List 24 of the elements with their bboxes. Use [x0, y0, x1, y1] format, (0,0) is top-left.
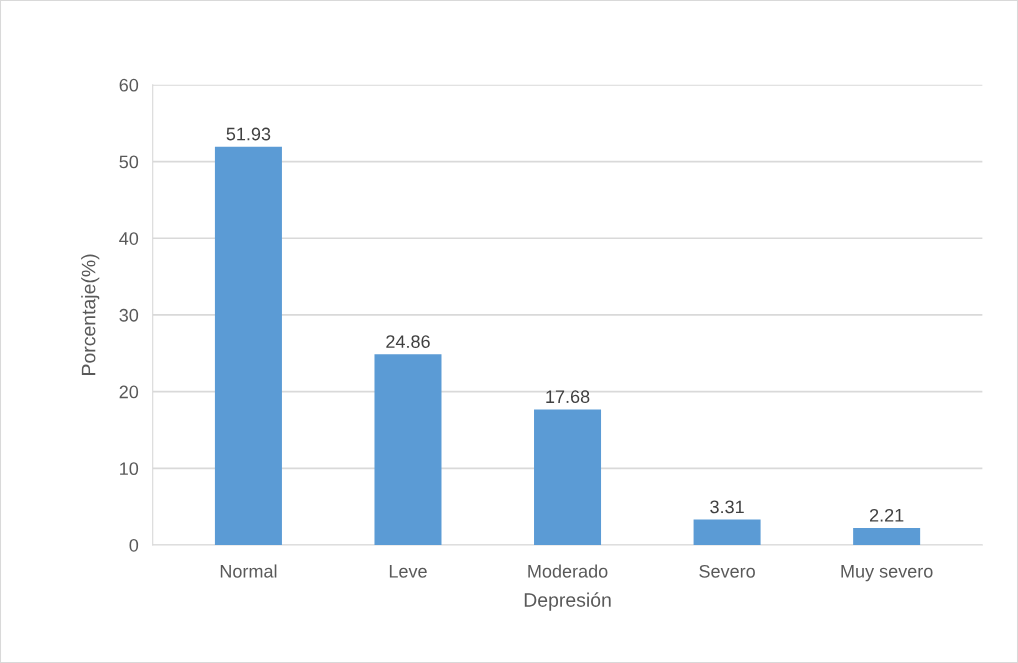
bar [214, 146, 282, 545]
data-label: 24.86 [386, 335, 430, 348]
bar [693, 519, 761, 545]
data-label: 2.21 [869, 508, 904, 522]
x-tick-label: Normal [220, 564, 277, 578]
data-label: 51.93 [226, 127, 271, 141]
bar [853, 528, 921, 545]
x-tick-label: Leve [389, 565, 427, 578]
y-tick-label: 60 [119, 78, 139, 92]
x-tick-label: Moderado [528, 564, 608, 578]
bar [534, 409, 602, 545]
data-label: 3.31 [710, 500, 744, 514]
y-tick-label: 30 [119, 308, 139, 322]
bar [374, 354, 442, 545]
y-axis-title: Porcentaje(%) [81, 254, 100, 375]
x-tick-label: Muy severo [841, 565, 933, 582]
y-tick-label: 50 [119, 155, 139, 169]
y-tick-label: 10 [120, 462, 139, 476]
x-tick-label: Severo [699, 564, 755, 578]
x-axis-title: Depresión [524, 592, 611, 611]
y-tick-label: 40 [119, 232, 139, 245]
data-label: 17.68 [546, 390, 590, 404]
y-tick-label: 20 [119, 385, 139, 399]
y-tick-label: 0 [129, 538, 139, 552]
